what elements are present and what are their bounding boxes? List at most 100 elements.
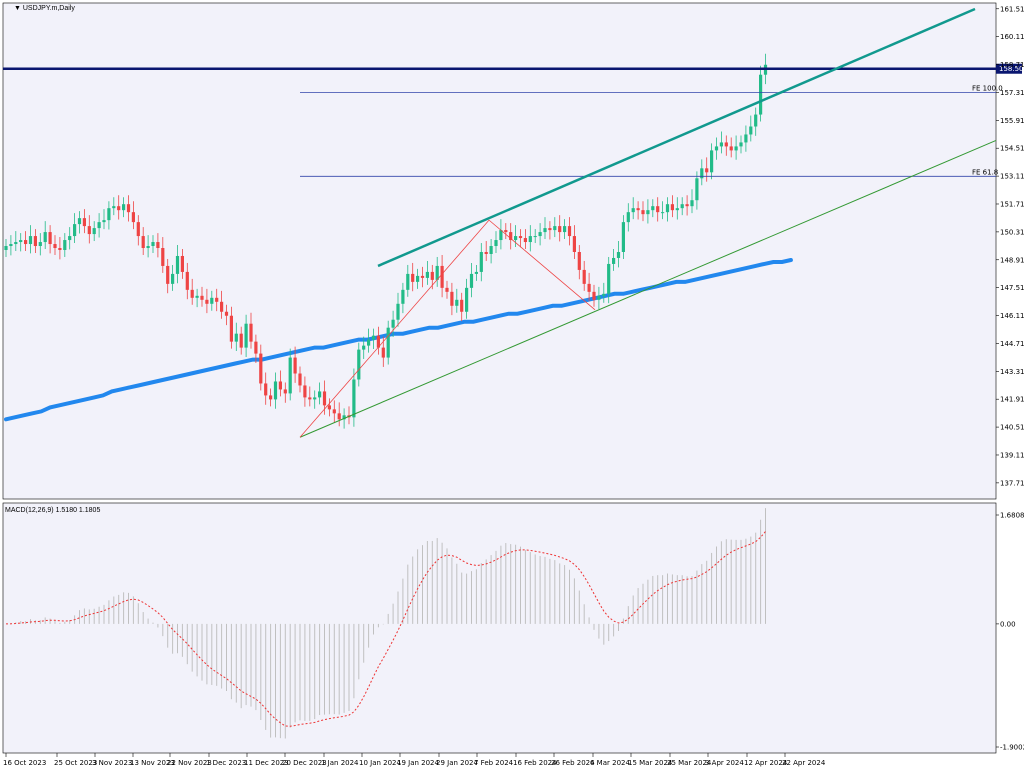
candle — [362, 336, 366, 359]
candle-body — [367, 339, 371, 346]
candle — [636, 201, 640, 220]
candle — [48, 225, 52, 254]
candle-body — [92, 228, 96, 235]
candle-body — [107, 208, 111, 221]
candle-body — [151, 242, 155, 247]
resistance-level-label: 158.500 — [999, 65, 1024, 73]
candle-body — [171, 273, 175, 284]
candle-body — [273, 381, 278, 400]
candle-body — [131, 212, 135, 223]
candle — [474, 264, 478, 281]
candle — [724, 135, 728, 156]
candle-body — [411, 273, 415, 282]
candle-body — [430, 271, 434, 280]
date-tick-label: 3 Apr 2024 — [705, 759, 744, 767]
price-tick-label: 151.710 — [1000, 200, 1024, 208]
candle — [200, 286, 204, 307]
candle — [705, 157, 709, 182]
candle-body — [435, 265, 439, 280]
candle — [185, 262, 189, 300]
candle-body — [249, 323, 253, 342]
candle — [455, 288, 459, 313]
candle-body — [695, 178, 699, 201]
candle — [171, 264, 175, 291]
candle-body — [543, 228, 547, 233]
date-tick-label: 25 Mar 2024 — [667, 759, 712, 767]
channel-upper-line — [377, 7, 976, 268]
macd-tick-label: 0.00 — [1000, 620, 1016, 628]
candle-body — [146, 246, 150, 249]
date-tick-label: 1 Dec 2023 — [206, 759, 246, 767]
candle — [450, 282, 454, 316]
candle-body — [656, 206, 660, 213]
candle — [386, 320, 390, 365]
candle — [744, 125, 748, 152]
candle — [156, 233, 160, 258]
candle — [533, 229, 537, 244]
candle — [205, 288, 209, 314]
candle-body — [156, 242, 160, 249]
moving-average-line — [4, 258, 793, 422]
candle — [77, 211, 82, 234]
candle-body — [514, 236, 518, 241]
candle-body — [97, 222, 101, 229]
candle — [14, 231, 18, 251]
candle — [425, 260, 429, 285]
candle-body — [587, 283, 591, 292]
candle-body — [705, 168, 709, 173]
candle — [484, 241, 488, 261]
candle — [577, 245, 581, 280]
candle — [33, 229, 37, 253]
candle-body — [685, 204, 689, 207]
candle — [469, 262, 474, 298]
candle-body — [504, 230, 508, 233]
candle — [73, 213, 77, 244]
candle-body — [102, 220, 106, 223]
candle — [68, 227, 72, 250]
candle — [567, 217, 572, 246]
candle-body — [126, 204, 131, 213]
candle-body — [43, 232, 47, 243]
candle — [754, 107, 758, 136]
candle-body — [112, 206, 116, 209]
candle — [607, 256, 611, 304]
candle-body — [136, 222, 140, 237]
candle — [151, 235, 155, 253]
candle-body — [646, 210, 650, 215]
candle-body — [352, 379, 356, 418]
candle — [435, 256, 439, 287]
candle-body — [739, 142, 743, 147]
candle-body — [259, 353, 263, 384]
candle — [9, 235, 13, 256]
candle — [523, 229, 527, 250]
candle-body — [68, 236, 72, 241]
candle — [479, 243, 483, 282]
date-tick-label: 25 Oct 2023 — [54, 759, 97, 767]
candle — [288, 348, 292, 401]
candle — [19, 233, 23, 252]
candle-body — [200, 295, 204, 300]
candle-body — [244, 323, 248, 348]
candle — [440, 254, 444, 298]
candle-body — [558, 226, 562, 233]
candle-body — [180, 255, 184, 272]
candle-body — [548, 228, 552, 231]
candle — [97, 213, 101, 238]
price-tick-label: 140.510 — [1000, 424, 1024, 432]
candle-body — [24, 240, 28, 245]
candle — [406, 264, 410, 297]
candle-body — [210, 297, 214, 304]
candle-body — [313, 397, 317, 400]
candle-body — [754, 114, 758, 127]
candle — [489, 239, 493, 264]
candle — [229, 306, 233, 349]
candle — [665, 197, 670, 222]
candle-body — [528, 236, 532, 243]
candle-body — [582, 269, 586, 284]
candle — [587, 272, 591, 302]
date-tick-label: 15 Mar 2024 — [628, 759, 673, 767]
candle-body — [190, 289, 194, 298]
chart-title: ▼ USDJPY.m,Daily — [14, 5, 75, 12]
price-tick-label: 147.510 — [1000, 284, 1024, 292]
candle-body — [381, 347, 385, 358]
